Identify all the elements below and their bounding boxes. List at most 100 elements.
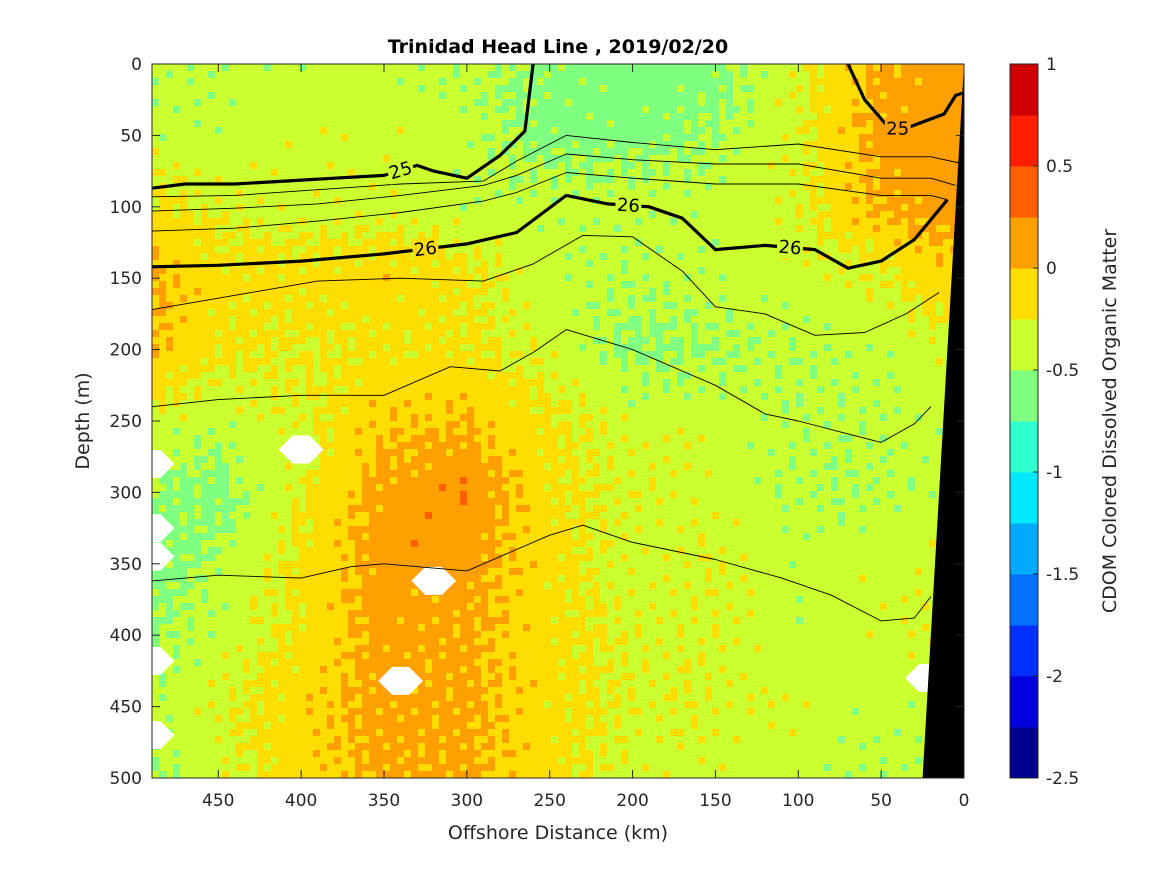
- field-cell: [222, 155, 230, 163]
- field-cell: [537, 351, 545, 359]
- field-cell: [502, 71, 510, 79]
- field-cell: [348, 106, 356, 114]
- field-cell: [544, 64, 552, 72]
- plot-area: [152, 64, 964, 778]
- field-cell: [222, 64, 230, 72]
- field-cell: [453, 260, 461, 268]
- field-cell: [460, 71, 468, 79]
- field-cell: [824, 295, 832, 303]
- field-cell: [278, 162, 286, 170]
- field-cell: [551, 267, 559, 275]
- field-cell: [530, 309, 538, 317]
- field-cell: [215, 351, 223, 359]
- field-cell: [509, 71, 517, 79]
- field-cell: [516, 120, 524, 128]
- field-cell: [740, 127, 748, 135]
- field-cell: [803, 169, 811, 177]
- field-cell: [509, 232, 517, 240]
- field-cell: [271, 64, 279, 72]
- field-cell: [558, 351, 566, 359]
- field-cell: [712, 141, 720, 149]
- field-cell: [257, 239, 265, 247]
- field-cell: [341, 260, 349, 268]
- field-cell: [243, 155, 251, 163]
- field-cell: [677, 162, 685, 170]
- field-cell: [922, 127, 930, 135]
- field-cell: [425, 99, 433, 107]
- field-cell: [691, 232, 699, 240]
- field-cell: [383, 197, 391, 205]
- field-cell: [460, 274, 468, 282]
- field-cell: [880, 232, 888, 240]
- field-cell: [194, 113, 202, 121]
- field-cell: [747, 246, 755, 254]
- field-cell: [229, 337, 237, 345]
- field-cell: [579, 148, 587, 156]
- field-cell: [236, 64, 244, 72]
- field-cell: [362, 134, 370, 142]
- field-cell: [908, 64, 916, 72]
- field-cell: [502, 246, 510, 254]
- field-cell: [425, 162, 433, 170]
- field-cell: [607, 260, 615, 268]
- field-cell: [873, 344, 881, 352]
- field-cell: [390, 316, 398, 324]
- field-cell: [481, 337, 489, 345]
- field-cell: [348, 71, 356, 79]
- field-cell: [453, 127, 461, 135]
- field-cell: [271, 78, 279, 86]
- field-cell: [502, 316, 510, 324]
- field-cell: [467, 253, 475, 261]
- field-cell: [313, 218, 321, 226]
- field-cell: [432, 267, 440, 275]
- field-cell: [705, 358, 713, 366]
- field-cell: [215, 274, 223, 282]
- field-cell: [586, 99, 594, 107]
- field-cell: [481, 204, 489, 212]
- field-cell: [474, 155, 482, 163]
- field-cell: [509, 344, 517, 352]
- field-cell: [866, 176, 874, 184]
- field-cell: [600, 155, 608, 163]
- field-cell: [817, 351, 825, 359]
- field-cell: [187, 218, 195, 226]
- field-cell: [334, 141, 342, 149]
- field-cell: [411, 274, 419, 282]
- field-cell: [173, 85, 181, 93]
- field-cell: [257, 169, 265, 177]
- field-cell: [369, 92, 377, 100]
- field-cell: [516, 281, 524, 289]
- field-cell: [670, 225, 678, 233]
- field-cell: [712, 176, 720, 184]
- field-cell: [327, 267, 335, 275]
- field-cell: [341, 176, 349, 184]
- field-cell: [285, 295, 293, 303]
- field-cell: [929, 337, 937, 345]
- field-cell: [285, 281, 293, 289]
- field-cell: [502, 225, 510, 233]
- field-cell: [285, 141, 293, 149]
- field-cell: [621, 253, 629, 261]
- field-cell: [901, 267, 909, 275]
- field-cell: [663, 281, 671, 289]
- field-cell: [607, 295, 615, 303]
- field-cell: [411, 155, 419, 163]
- field-cell: [649, 99, 657, 107]
- field-cell: [600, 204, 608, 212]
- field-cell: [586, 169, 594, 177]
- field-cell: [586, 92, 594, 100]
- field-cell: [761, 169, 769, 177]
- field-cell: [180, 211, 188, 219]
- field-cell: [621, 141, 629, 149]
- field-cell: [712, 225, 720, 233]
- field-cell: [446, 162, 454, 170]
- field-cell: [572, 169, 580, 177]
- field-cell: [411, 351, 419, 359]
- field-cell: [929, 274, 937, 282]
- field-cell: [908, 113, 916, 121]
- field-cell: [775, 204, 783, 212]
- field-cell: [831, 295, 839, 303]
- field-cell: [348, 323, 356, 331]
- field-cell: [299, 267, 307, 275]
- field-cell: [152, 337, 160, 345]
